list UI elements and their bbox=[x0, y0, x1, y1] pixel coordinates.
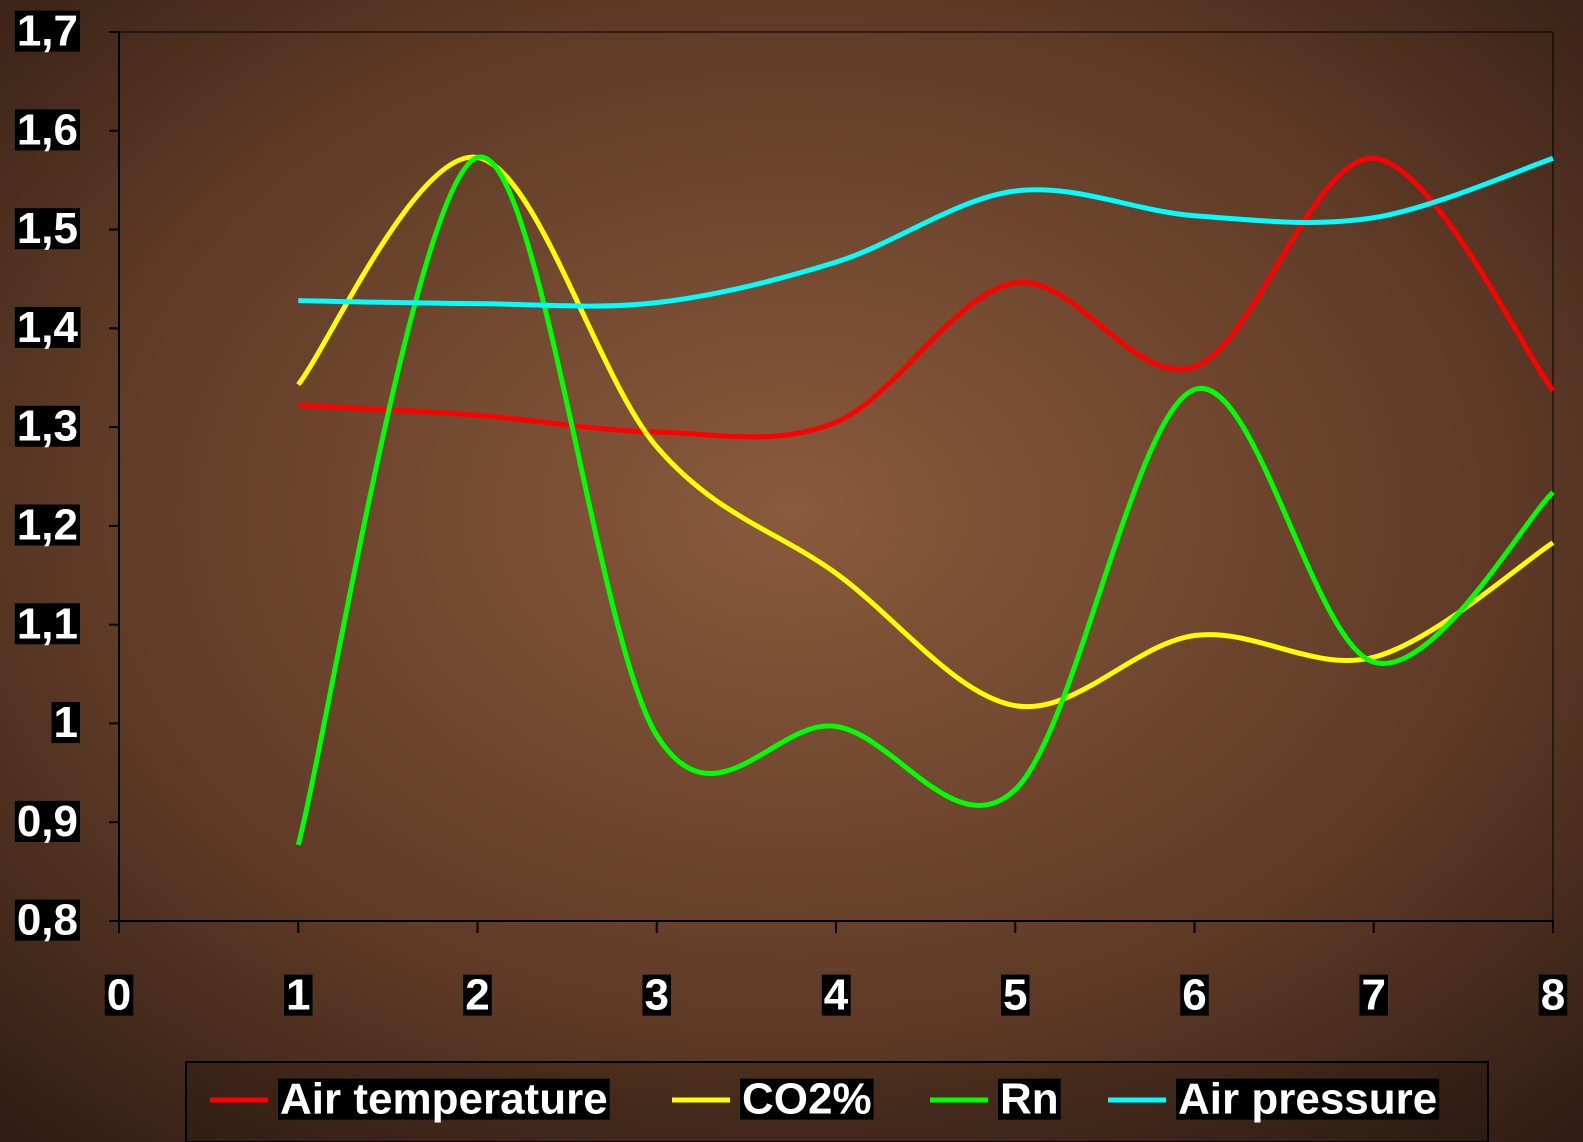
legend-label: Air temperature bbox=[280, 1075, 608, 1124]
y-tick-label: 1,1 bbox=[17, 599, 78, 648]
legend-label: CO2% bbox=[742, 1075, 872, 1124]
y-tick-label: 1 bbox=[54, 698, 78, 747]
y-tick-label: 1,6 bbox=[17, 105, 78, 154]
x-tick-label: 0 bbox=[107, 971, 131, 1020]
y-tick-label: 1,5 bbox=[17, 204, 78, 253]
y-tick-label: 0,8 bbox=[17, 896, 78, 945]
x-tick-label: 7 bbox=[1362, 971, 1386, 1020]
chart: 0,8 0,9 1 1,1 1,2 1,3 1,4 1,5 1,6 1,7 0 1 2 3 4 5 6 7 8 Air… bbox=[0, 0, 1583, 1142]
y-tick-label: 1,2 bbox=[17, 501, 78, 550]
x-tick-label: 8 bbox=[1541, 971, 1565, 1020]
x-tick-label: 5 bbox=[1003, 971, 1027, 1020]
y-tick-label: 1,4 bbox=[17, 303, 79, 352]
x-tick-label: 3 bbox=[645, 971, 669, 1020]
x-tick-label: 2 bbox=[465, 971, 489, 1020]
x-tick-label: 4 bbox=[824, 971, 849, 1020]
y-tick-label: 1,3 bbox=[17, 402, 78, 451]
y-tick-label: 1,7 bbox=[17, 7, 78, 56]
legend-label: Rn bbox=[1000, 1075, 1059, 1124]
x-tick-label: 1 bbox=[286, 971, 310, 1020]
legend-label: Air pressure bbox=[1178, 1075, 1437, 1124]
x-tick-label: 6 bbox=[1182, 971, 1206, 1020]
y-tick-label: 0,9 bbox=[17, 797, 78, 846]
